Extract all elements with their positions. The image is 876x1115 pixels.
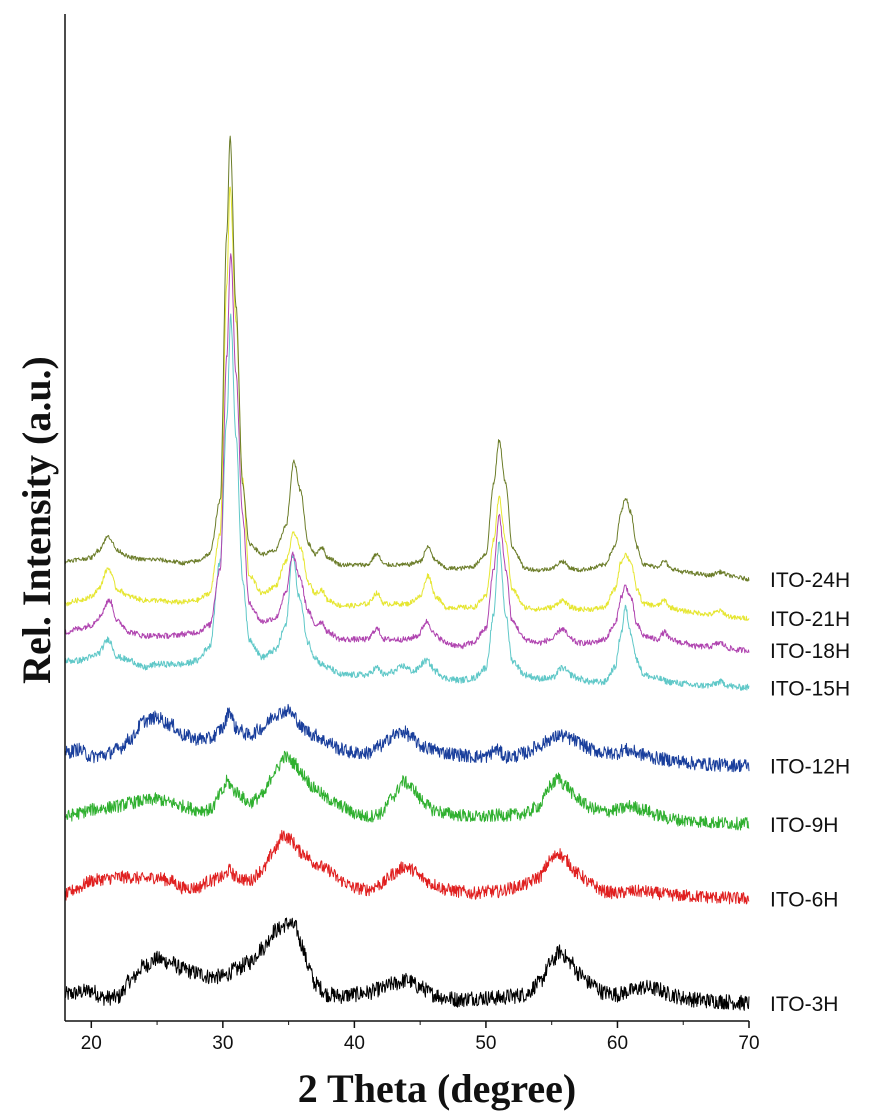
series-label-ito-3h: ITO-3H <box>770 993 838 1016</box>
series-line-ito-15h <box>64 313 750 691</box>
series-line-ito-24h <box>64 135 750 582</box>
series-group <box>64 135 750 1011</box>
x-tick-label: 20 <box>81 1033 102 1054</box>
series-label-ito-9h: ITO-9H <box>770 814 838 837</box>
series-line-ito-18h <box>64 253 750 654</box>
series-label-ito-24h: ITO-24H <box>770 569 850 592</box>
x-axis-title: 2 Theta (degree) <box>298 1066 576 1111</box>
series-line-ito-12h <box>64 703 750 773</box>
x-axis-ticks: 20 30 40 50 60 70 <box>81 1021 760 1054</box>
x-tick-label: 60 <box>607 1033 628 1054</box>
series-line-ito-21h <box>64 186 750 621</box>
series-label-ito-21h: ITO-21H <box>770 608 850 631</box>
series-line-ito-9h <box>64 750 750 831</box>
x-tick-label: 40 <box>344 1033 365 1054</box>
x-tick-label: 50 <box>475 1033 496 1054</box>
series-label-ito-18h: ITO-18H <box>770 640 850 663</box>
series-label-ito-6h: ITO-6H <box>770 889 838 912</box>
series-label-ito-12h: ITO-12H <box>770 755 850 778</box>
series-line-ito-3h <box>64 917 750 1011</box>
x-tick-label: 70 <box>738 1033 759 1054</box>
x-tick-label: 30 <box>212 1033 233 1054</box>
y-axis-title: Rel. Intensity (a.u.) <box>14 356 59 684</box>
series-labels: ITO-3H ITO-6H ITO-9H ITO-12H ITO-15H ITO-18H I… <box>770 569 850 1016</box>
series-line-ito-6h <box>64 829 750 905</box>
series-label-ito-15h: ITO-15H <box>770 677 850 700</box>
